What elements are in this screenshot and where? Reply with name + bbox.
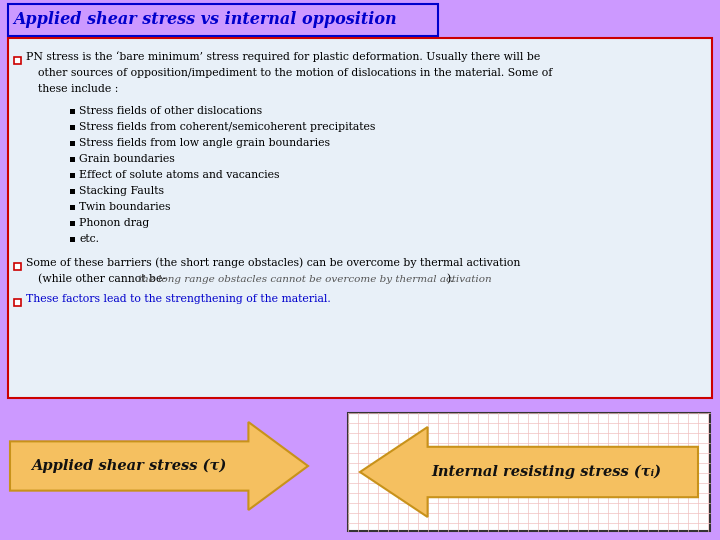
FancyBboxPatch shape: [348, 413, 710, 531]
Polygon shape: [360, 427, 698, 517]
Bar: [70, 221, 75, 226]
Text: Phonon drag: Phonon drag: [79, 218, 149, 228]
Text: Stress fields of other dislocations: Stress fields of other dislocations: [79, 106, 262, 116]
Text: etc.: etc.: [79, 234, 99, 244]
Text: Grain boundaries: Grain boundaries: [79, 154, 175, 164]
Text: Stress fields from low angle grain boundaries: Stress fields from low angle grain bound…: [79, 138, 330, 148]
FancyBboxPatch shape: [14, 57, 21, 64]
Bar: [70, 173, 75, 178]
Text: PN stress is the ‘bare minimum’ stress required for plastic deformation. Usually: PN stress is the ‘bare minimum’ stress r…: [26, 52, 540, 63]
FancyBboxPatch shape: [8, 38, 712, 398]
Bar: [70, 141, 75, 146]
Text: These factors lead to the strengthening of the material.: These factors lead to the strengthening …: [26, 294, 330, 304]
Text: Applied shear stress (τ): Applied shear stress (τ): [32, 459, 227, 473]
Text: Applied shear stress vs internal opposition: Applied shear stress vs internal opposit…: [13, 11, 397, 29]
Bar: [70, 237, 75, 242]
Polygon shape: [10, 422, 308, 510]
Bar: [70, 205, 75, 210]
Bar: [70, 189, 75, 194]
FancyBboxPatch shape: [14, 263, 21, 270]
Text: Effect of solute atoms and vacancies: Effect of solute atoms and vacancies: [79, 170, 279, 180]
Text: Stress fields from coherent/semicoherent precipitates: Stress fields from coherent/semicoherent…: [79, 122, 375, 132]
Text: other sources of opposition/impediment to the motion of dislocations in the mate: other sources of opposition/impediment t…: [38, 68, 552, 78]
Text: Internal resisting stress (τᵢ): Internal resisting stress (τᵢ): [431, 465, 661, 479]
Bar: [70, 109, 75, 114]
Text: (while other cannot be-: (while other cannot be-: [38, 274, 169, 284]
FancyBboxPatch shape: [8, 4, 438, 36]
Text: the long range obstacles cannot be overcome by thermal activation: the long range obstacles cannot be overc…: [138, 274, 492, 284]
Text: Twin boundaries: Twin boundaries: [79, 202, 171, 212]
Text: Some of these barriers (the short range obstacles) can be overcome by thermal ac: Some of these barriers (the short range …: [26, 258, 521, 268]
Bar: [70, 157, 75, 162]
Text: these include :: these include :: [38, 84, 118, 94]
FancyBboxPatch shape: [14, 299, 21, 306]
Bar: [70, 125, 75, 130]
Text: Stacking Faults: Stacking Faults: [79, 186, 164, 196]
Text: ).: ).: [446, 274, 454, 284]
